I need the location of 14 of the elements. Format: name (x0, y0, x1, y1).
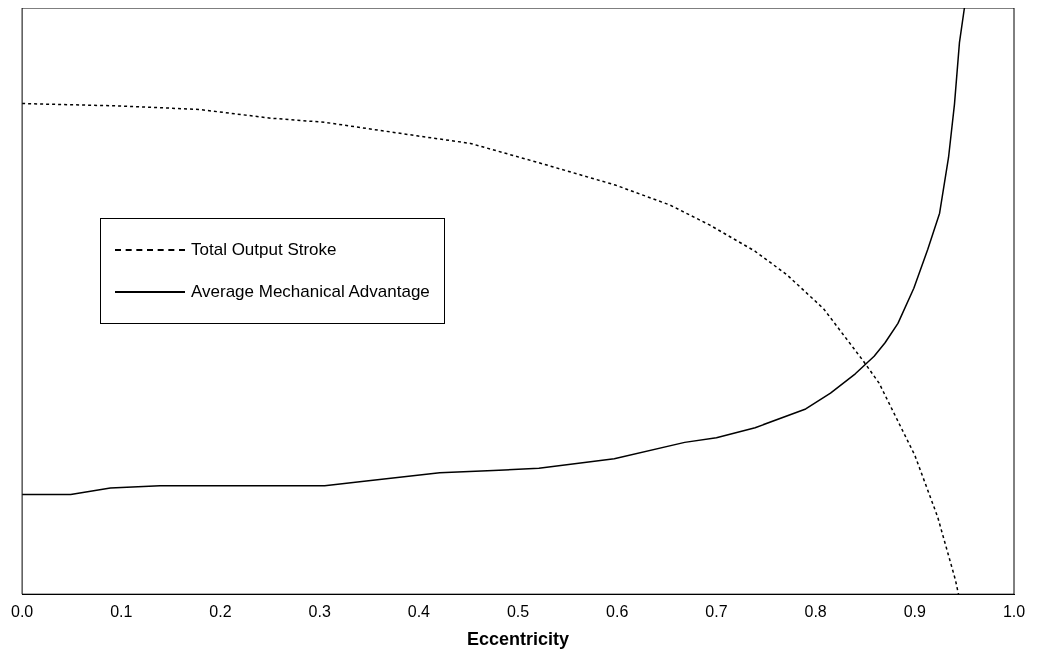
legend-label: Total Output Stroke (191, 239, 337, 261)
x-tick-label: 0.0 (11, 603, 34, 621)
x-tick-label: 1.0 (1002, 603, 1026, 621)
x-tick-label: 0.9 (903, 603, 927, 621)
x-tick-label: 0.8 (804, 603, 827, 621)
x-tick-label: 0.2 (209, 603, 232, 621)
x-tick-label: 0.1 (110, 603, 133, 621)
x-tick-label: 0.3 (308, 603, 331, 621)
x-tick-label: 0.6 (606, 603, 629, 621)
x-tick-label: 0.5 (506, 603, 530, 621)
x-tick-label: 0.7 (705, 603, 728, 621)
x-axis-title: Eccentricity (467, 629, 570, 650)
x-tick-label: 0.4 (407, 603, 431, 621)
legend-label: Average Mechanical Advantage (191, 281, 430, 303)
